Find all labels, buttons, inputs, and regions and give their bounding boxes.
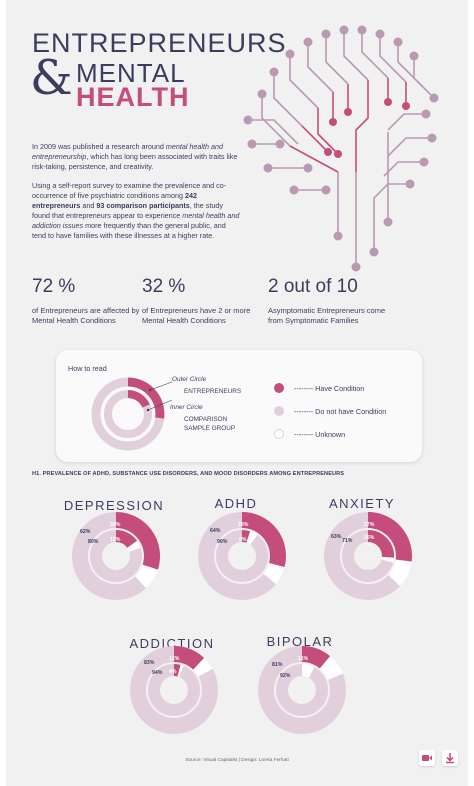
depression-outer-have-segment (115, 512, 160, 570)
intro-text-span: and (80, 201, 97, 210)
stat-value: 32 % (142, 276, 186, 297)
depression-outer-not-label: 62% (80, 529, 91, 535)
addiction-outer-unknown-segment (192, 657, 213, 677)
intro-text-span: In 2009 was published a research around (32, 142, 166, 151)
anxiety-outer-unknown-segment (388, 559, 412, 587)
addiction-inner-have-label: 4% (169, 669, 177, 675)
adhd-outer-have-segment (241, 512, 286, 567)
how-to-read-ring-diagram (91, 377, 165, 451)
legend-swatch-have (274, 383, 284, 393)
depression-inner-unknown-segment (127, 540, 141, 552)
stat-value: 2 out of 10 (268, 276, 358, 297)
legend-item-have: -------- Have Condition (294, 384, 365, 393)
intro-text: In 2009 was published a research around … (32, 142, 240, 250)
anxiety-inner-have-segment (367, 530, 394, 558)
bipolar-inner-not-label: 92% (280, 673, 291, 679)
anxiety-inner-have-label: 26% (364, 535, 375, 541)
how-to-read-title: How to read (68, 364, 107, 373)
intro-text-span: Using a self-report survey to examine th… (32, 181, 227, 200)
stat-description: of Entrepreneurs have 2 or more Mental H… (142, 306, 251, 325)
stat-3: 2 out of 10 Asymptomatic Entrepreneurs c… (268, 276, 388, 326)
anxiety-outer-not-label: 63% (331, 534, 342, 540)
addiction-outer-have-segment (173, 646, 205, 670)
chart-title-adhd: ADHD (214, 496, 258, 511)
depression-inner-have-segment (115, 530, 138, 549)
legend-label: Do not have Condition (315, 407, 387, 416)
intro-paragraph-2: Using a self-report survey to examine th… (32, 181, 240, 241)
intro-emphasis: mental health and entrepreneurship (32, 142, 224, 161)
title-line2: MENTAL (76, 58, 186, 88)
addiction-inner-not-label: 94% (152, 670, 163, 676)
bipolar-outer-unknown-segment (319, 656, 343, 681)
source-credit: Source: Visual Capitalist | Design: Lore… (185, 758, 289, 763)
brain-circuit-illustration (243, 25, 439, 272)
depression-outer-unknown-segment (134, 564, 158, 589)
intro-text-span: more frequently than the general public,… (32, 221, 226, 240)
addiction-outer-have-label: 12% (169, 656, 180, 662)
addiction-inner-have-segment (173, 664, 181, 677)
anxiety-outer-have-segment (367, 512, 412, 562)
anxiety-inner-not-label: 71% (342, 538, 353, 544)
legend-swatch-unknown (274, 429, 284, 439)
adhd-outer-not-label: 64% (210, 528, 221, 534)
intro-text-span: , the study found that entrepreneurs app… (32, 201, 223, 220)
bipolar-outer-not-label: 81% (272, 662, 283, 668)
title-line1: ENTREPRENEURS (32, 28, 287, 58)
stat-value: 72 % (32, 276, 76, 297)
intro-bold: 242 entrepreneurs (32, 191, 198, 210)
intro-text-span: , which has long been associated with tr… (32, 152, 238, 171)
video-icon (422, 755, 432, 761)
title-ampersand: & (30, 50, 73, 106)
outer-circle-value: ENTREPRENEURS (184, 388, 242, 395)
section-title: H1. PREVALENCE OF ADHD, SUBSTANCE USE DI… (32, 471, 345, 477)
infographic-page: ENTREPRENEURS & MENTAL HEALTH (6, 0, 468, 786)
anxiety-inner-unknown-segment (381, 556, 394, 563)
donut-charts (72, 512, 412, 734)
chart-title-addiction: ADDICTION (129, 636, 215, 651)
anxiety-outer-have-label: 27% (364, 522, 375, 528)
inner-circle-label: Inner Circle (170, 404, 203, 411)
depression-inner-not-label: 80% (88, 539, 99, 545)
how-to-read-card: How to read Outer Circle ENTREPRENEURS I… (56, 350, 422, 462)
depression-outer-have-label: 30% (110, 522, 121, 528)
intro-emphasis: mental health and addiction issues (32, 211, 240, 230)
stat-2: 32 % of Entrepreneurs have 2 or more Men… (142, 276, 260, 326)
adhd-inner-have-label: 5% (239, 537, 247, 543)
legend-label: Unknown (315, 430, 346, 439)
download-icon (446, 753, 454, 764)
intro-bold: 93 comparison participants (96, 201, 190, 210)
intro-paragraph-1: In 2009 was published a research around … (32, 142, 240, 172)
adhd-inner-not-label: 90% (217, 539, 228, 545)
inner-circle-value-1: COMPARISON (184, 416, 228, 423)
bipolar-outer-have-label: 11% (298, 656, 309, 662)
adhd-outer-unknown-segment (263, 562, 285, 585)
outer-circle-label: Outer Circle (172, 376, 207, 383)
bipolar-inner-unknown-segment (301, 663, 315, 678)
bipolar-outer-have-segment (301, 646, 331, 669)
stat-description: Asymptomatic Entrepreneurs come from Sym… (268, 306, 386, 325)
stat-1: 72 % of Entrepreneurs are affected by Me… (32, 276, 150, 326)
adhd-outer-have-label: 29% (238, 522, 249, 528)
inner-circle-value-2: SAMPLE GROUP (184, 425, 236, 432)
addiction-outer-not-label: 83% (144, 660, 155, 666)
chart-title-bipolar: BIPOLAR (266, 634, 334, 649)
legend-item-not: -------- Do not have Condition (294, 407, 387, 416)
legend-swatch-not (274, 406, 284, 416)
chart-title-anxiety: ANXIETY (328, 496, 396, 511)
how-to-read-pointers (146, 381, 173, 412)
stat-description: of Entrepreneurs are affected by Mental … (32, 306, 140, 325)
adhd-inner-unknown-segment (246, 531, 258, 545)
share-button[interactable] (419, 750, 435, 766)
title-line3: HEALTH (76, 82, 190, 112)
chart-title-depression: DEPRESSION (63, 498, 165, 513)
legend-label: Have Condition (315, 384, 365, 393)
addiction-inner-unknown-segment (177, 664, 184, 678)
depression-inner-have-label: 15% (110, 537, 121, 543)
download-button[interactable] (442, 750, 458, 766)
legend-item-unknown: -------- Unknown (294, 430, 346, 439)
adhd-inner-have-segment (241, 530, 251, 543)
